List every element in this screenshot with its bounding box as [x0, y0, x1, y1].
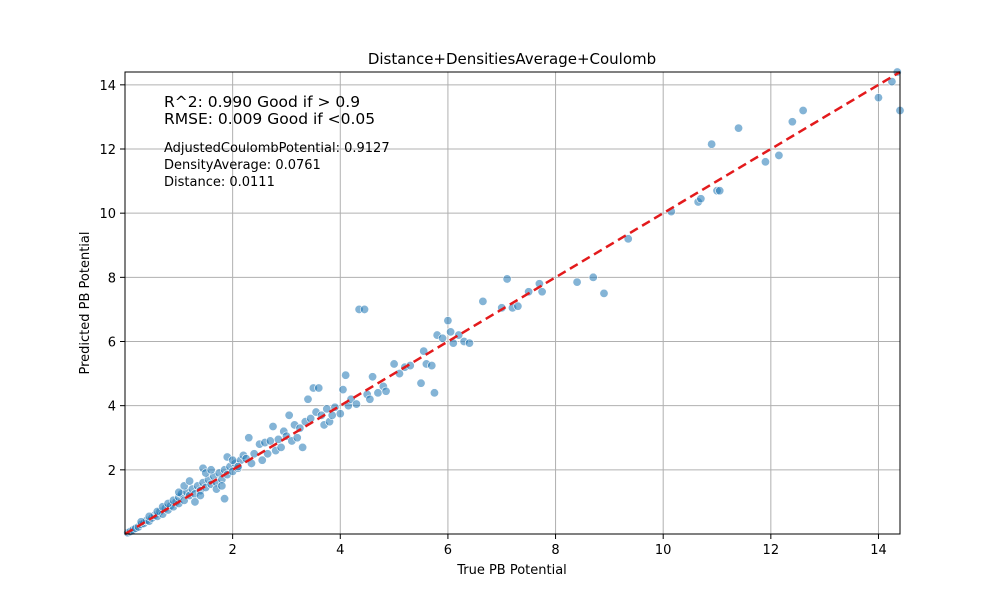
- data-point: [707, 139, 717, 149]
- x-tick-label: 2: [228, 543, 236, 558]
- x-axis-label: True PB Potential: [456, 563, 567, 578]
- data-point: [774, 150, 784, 160]
- data-point: [228, 455, 238, 465]
- data-point: [623, 234, 633, 244]
- y-tick-label: 4: [108, 400, 116, 415]
- data-point: [303, 394, 313, 404]
- chart-title: Distance+DensitiesAverage+Coulomb: [368, 50, 656, 68]
- data-point: [429, 388, 439, 398]
- y-tick-label: 2: [108, 464, 116, 479]
- data-point: [427, 361, 437, 371]
- x-tick-label: 14: [870, 543, 887, 558]
- grid-lines: [125, 72, 900, 534]
- y-tick-label: 10: [99, 207, 116, 222]
- data-point: [368, 372, 378, 382]
- data-point: [446, 327, 456, 337]
- data-point: [257, 455, 267, 465]
- y-axis-label: Predicted PB Potential: [78, 232, 93, 375]
- plot-frame: [124, 71, 901, 535]
- data-point: [341, 370, 351, 380]
- data-point: [185, 476, 195, 486]
- data-point: [298, 442, 308, 452]
- data-point: [220, 494, 230, 504]
- data-point: [478, 296, 488, 306]
- data-point: [335, 409, 345, 419]
- data-point: [195, 490, 205, 500]
- data-point: [464, 338, 474, 348]
- data-point: [292, 433, 302, 443]
- data-point: [284, 410, 294, 420]
- data-point: [338, 385, 348, 395]
- data-point: [389, 359, 399, 369]
- data-point: [438, 333, 448, 343]
- feature-importance-distance: Distance: 0.0111: [164, 175, 275, 190]
- data-point: [599, 288, 609, 298]
- y-axis-ticks: 2 4 6 8 10 12 14: [99, 79, 125, 479]
- feature-importance-density: DensityAverage: 0.0761: [164, 158, 321, 173]
- data-point: [416, 378, 426, 388]
- data-point: [419, 346, 429, 356]
- y-tick-label: 6: [108, 336, 116, 351]
- y-tick-label: 12: [99, 143, 116, 158]
- x-tick-label: 4: [336, 543, 344, 558]
- data-point: [696, 194, 706, 204]
- data-point: [327, 410, 337, 420]
- data-point: [873, 93, 883, 103]
- data-point: [359, 304, 369, 314]
- data-point: [513, 301, 523, 311]
- r2-annotation: R^2: 0.990 Good if > 0.9: [164, 93, 360, 111]
- data-point: [760, 157, 770, 167]
- data-point: [588, 272, 598, 282]
- data-point: [365, 394, 375, 404]
- data-points: [123, 67, 905, 538]
- y-tick-label: 14: [99, 79, 116, 94]
- data-point: [787, 117, 797, 127]
- data-point: [206, 465, 216, 475]
- data-point: [273, 434, 283, 444]
- data-point: [268, 422, 278, 432]
- x-tick-label: 12: [763, 543, 780, 558]
- y-tick-label: 8: [108, 271, 116, 286]
- data-point: [502, 274, 512, 284]
- data-point: [244, 433, 254, 443]
- data-point: [276, 442, 286, 452]
- data-point: [314, 383, 324, 393]
- x-tick-label: 6: [444, 543, 452, 558]
- data-point: [190, 497, 200, 507]
- reference-line: [124, 70, 901, 536]
- x-tick-label: 8: [551, 543, 559, 558]
- feature-importance-coulomb: AdjustedCoulombPotential: 0.9127: [164, 141, 390, 156]
- data-point: [798, 106, 808, 116]
- data-point: [572, 277, 582, 287]
- data-point: [887, 77, 897, 87]
- data-point: [351, 399, 361, 409]
- data-point: [734, 123, 744, 133]
- data-point: [263, 449, 273, 459]
- data-point: [217, 481, 227, 491]
- data-point: [174, 487, 184, 497]
- x-tick-label: 10: [655, 543, 672, 558]
- data-point: [715, 186, 725, 196]
- data-point: [265, 436, 275, 446]
- x-axis-ticks: 2 4 6 8 10 12 14: [228, 534, 887, 558]
- data-point: [537, 287, 547, 297]
- rmse-annotation: RMSE: 0.009 Good if <0.05: [164, 110, 375, 128]
- data-point: [381, 386, 391, 396]
- data-point: [443, 316, 453, 326]
- data-point: [249, 449, 259, 459]
